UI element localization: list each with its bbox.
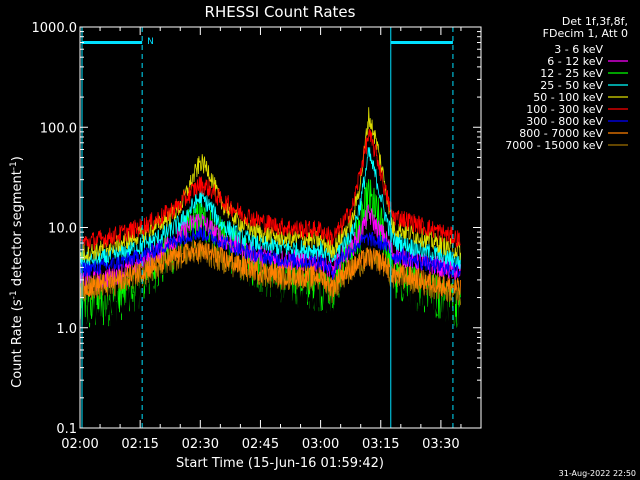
y-label-sup1: -1 xyxy=(9,290,19,299)
x-tick-label-6: 03:30 xyxy=(422,437,459,452)
y-tick-label-2: 10.0 xyxy=(48,222,77,237)
legend-label-2: 12 - 25 keV xyxy=(540,67,603,80)
state-label: N xyxy=(147,37,154,47)
legend-header-0: Det 1f,3f,8f, xyxy=(562,15,628,28)
series-line-100-to-300keV xyxy=(79,128,461,251)
y-tick-label-3: 100.0 xyxy=(40,121,77,136)
axis-layer: 02:00 02:15 02:30 02:45 03:00 03:15 03:30 0.1 1.… xyxy=(32,21,481,452)
y-axis-label: Count Rate (s-1 detector segment-1) xyxy=(9,156,25,388)
series-layer xyxy=(79,107,461,342)
series-line-300-to-800keV xyxy=(79,226,461,280)
y-label-end: ) xyxy=(10,156,25,161)
x-tick-label-2: 02:30 xyxy=(182,437,219,452)
svg-text:Count Rate (s-1 detector segme: Count Rate (s-1 detector segment-1) xyxy=(9,156,25,388)
y-label-main: Count Rate (s xyxy=(10,299,25,388)
series-line-50-to-100keV xyxy=(79,107,461,262)
y-label-sup2: -1 xyxy=(9,161,19,170)
series-line-800-to-7000keV xyxy=(79,240,461,299)
legend-label-0: 3 - 6 keV xyxy=(554,43,603,56)
y-tick-label-0: 0.1 xyxy=(56,422,77,437)
legend-label-5: 100 - 300 keV xyxy=(526,103,603,116)
y-tick-label-4: 1000.0 xyxy=(32,21,78,36)
x-tick-label-0: 02:00 xyxy=(61,437,98,452)
legend-header-1: FDecim 1, Att 0 xyxy=(543,27,628,40)
timestamp: 31-Aug-2022 22:50 xyxy=(559,469,636,478)
legend-label-7: 800 - 7000 keV xyxy=(519,127,603,140)
legend-label-3: 25 - 50 keV xyxy=(540,79,603,92)
x-tick-label-4: 03:00 xyxy=(302,437,339,452)
x-tick-label-5: 03:15 xyxy=(362,437,399,452)
legend-label-4: 50 - 100 keV xyxy=(533,91,603,104)
y-tick-label-1: 1.0 xyxy=(56,322,77,337)
x-axis-label: Start Time (15-Jun-16 01:59:42) xyxy=(176,456,384,471)
chart-title: RHESSI Count Rates xyxy=(205,3,356,21)
x-tick-label-3: 02:45 xyxy=(242,437,279,452)
legend-label-6: 300 - 800 keV xyxy=(526,115,603,128)
legend-label-1: 6 - 12 keV xyxy=(547,55,603,68)
y-label-mid: detector segment xyxy=(10,170,25,290)
x-tick-label-1: 02:15 xyxy=(121,437,158,452)
legend-label-8: 7000 - 15000 keV xyxy=(505,139,603,152)
